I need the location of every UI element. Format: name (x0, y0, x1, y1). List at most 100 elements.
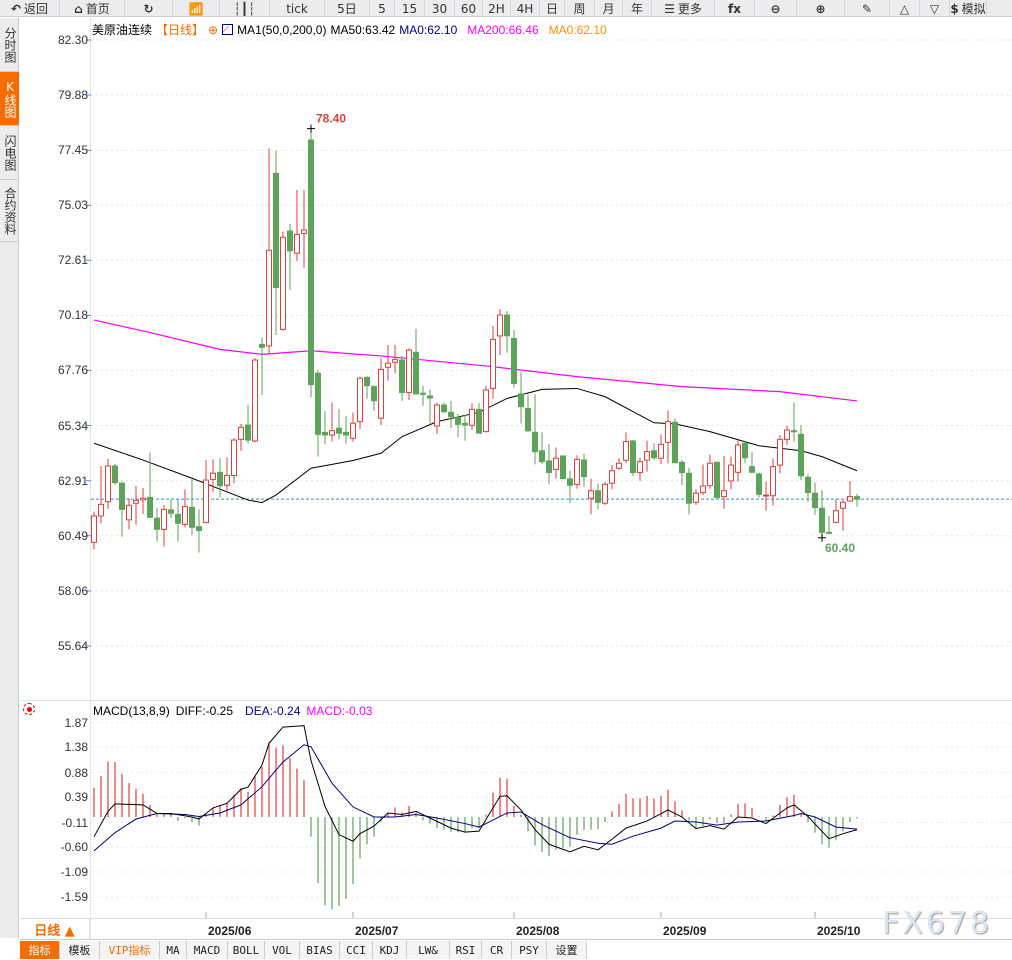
macd-tick-label: 1.87 (64, 715, 88, 730)
toolbar-label: 年 (630, 2, 643, 16)
sidebar-tab-0[interactable]: 分时图 (0, 18, 19, 72)
indicator-tab-rsi[interactable]: RSI (450, 941, 482, 959)
candle-body (287, 230, 293, 252)
toolbar-button-5[interactable]: 5 (370, 0, 395, 17)
toolbar-button-15[interactable]: 15 (395, 0, 425, 17)
candle (189, 479, 195, 535)
toolbar-button-zoom-in[interactable]: ⊕ (797, 0, 845, 17)
toolbar-label: 返回 (24, 2, 49, 16)
toolbar-button-30[interactable]: 30 (425, 0, 455, 17)
macd-tick-label: -0.11 (61, 815, 88, 830)
macd-legend: MACD(13,8,9) DIFF:-0.25 DEA:-0.24 MACD:-… (93, 704, 372, 718)
toolbar-button-月[interactable]: 月 (595, 0, 623, 17)
toolbar-button-triangle-down[interactable]: ▽ (920, 0, 950, 17)
candle-body (777, 438, 783, 466)
candle-body (700, 485, 706, 494)
candle (714, 461, 720, 499)
toolbar-button-首页[interactable]: ⌂ 首页 (60, 0, 125, 17)
indicator-tab-lw&[interactable]: LW& (407, 941, 450, 959)
candle (259, 337, 265, 396)
candle (427, 389, 433, 424)
candle (693, 489, 699, 506)
candle (371, 385, 377, 411)
candle (301, 190, 307, 268)
date-axis: 日线 ▲ 2025/06 2025/07 2025/08 2025/09 2025/10 (20, 918, 1012, 940)
candle (378, 358, 384, 426)
toolbar-button-refresh[interactable]: ↻ (125, 0, 173, 17)
candle-body (133, 500, 139, 504)
candle (154, 508, 160, 542)
indicator-tab-vol[interactable]: VOL (265, 941, 300, 959)
candle-body (756, 473, 762, 495)
candle (315, 370, 321, 457)
indicator-tabs: 指标 模板 VIP指标 MA MACD BOLL VOL BIAS CCI KDJ LW& RSI CR… (20, 941, 587, 959)
indicator-tab-cr[interactable]: CR (482, 941, 512, 959)
candle-body (364, 377, 370, 387)
candle-body (294, 233, 300, 254)
indicator-tab-vip指标[interactable]: VIP指标 (100, 941, 160, 959)
indicator-tab-kdj[interactable]: KDJ (373, 941, 407, 959)
toolbar-button-4H[interactable]: 4H (511, 0, 540, 17)
candle (455, 413, 461, 438)
toolbar-button-zoom-out[interactable]: ⊖ (755, 0, 797, 17)
toolbar-button-candlestick[interactable]: ┆┃┆ (220, 0, 270, 17)
candle-body (315, 372, 321, 435)
candle-body (126, 504, 132, 521)
y-axis-line (90, 18, 91, 938)
sidebar-tab-3[interactable]: 合约资料 (0, 180, 19, 242)
macd-tick-label: 1.38 (64, 740, 88, 755)
toolbar-button-fx[interactable]: fx (715, 0, 755, 17)
candle (784, 425, 790, 446)
macd-settings-icon[interactable] (23, 703, 35, 715)
date-tick-label: 2025/08 (516, 924, 560, 938)
low-price-label: 60.40 (825, 541, 855, 555)
toolbar-button-bar-chart[interactable]: 📶 (173, 0, 220, 17)
toolbar-button-日[interactable]: 日 (540, 0, 565, 17)
candle-body (189, 506, 195, 528)
toolbar-button-返回[interactable]: ↶ 返回 (0, 0, 60, 17)
sidebar-tab-1[interactable]: K线图 (0, 72, 19, 126)
indicator-tab-模板[interactable]: 模板 (60, 941, 100, 959)
indicator-tab-指标[interactable]: 指标 (20, 941, 60, 959)
candle-body (119, 482, 125, 510)
candle (490, 325, 496, 399)
period-selector[interactable]: 日线 ▲ (20, 919, 90, 940)
dollar-icon: $ (950, 1, 959, 16)
toolbar-button-triangle-up[interactable]: △ (890, 0, 920, 17)
candle (238, 423, 244, 451)
macd-tick-label: 0.39 (64, 790, 88, 805)
candle-body (847, 496, 853, 502)
candle (350, 412, 356, 442)
indicator-tab-macd[interactable]: MACD (187, 941, 228, 959)
toolbar-button-60[interactable]: 60 (455, 0, 483, 17)
indicator-tab-设置[interactable]: 设置 (547, 941, 587, 959)
toolbar-button-模拟[interactable]: $ 模拟 (950, 0, 987, 17)
toolbar-button-年[interactable]: 年 (623, 0, 652, 17)
candle (322, 410, 328, 445)
indicator-icon[interactable]: ⟋ (222, 24, 234, 35)
candle (336, 408, 342, 440)
candle (266, 148, 272, 354)
toolbar-button-tick[interactable]: tick (270, 0, 325, 17)
home-icon: ⌂ (74, 1, 83, 16)
candle (686, 467, 692, 515)
candle (217, 458, 223, 498)
indicator-tab-cci[interactable]: CCI (340, 941, 373, 959)
toolbar-button-更多[interactable]: ☰ 更多 (652, 0, 715, 17)
candle (497, 309, 503, 356)
toolbar-button-5日[interactable]: 5日 (325, 0, 370, 17)
toolbar-button-2H[interactable]: 2H (483, 0, 511, 17)
candle-body (182, 506, 188, 525)
crosshair-icon[interactable]: ⊕ (208, 22, 219, 37)
indicator-tab-psy[interactable]: PSY (512, 941, 547, 959)
indicator-tab-ma[interactable]: MA (160, 941, 187, 959)
candle-body (602, 483, 608, 504)
sidebar-tab-2[interactable]: 闪电图 (0, 126, 19, 180)
indicator-tab-bias[interactable]: BIAS (300, 941, 340, 959)
toolbar-button-pen[interactable]: ✎ (845, 0, 890, 17)
indicator-tab-boll[interactable]: BOLL (228, 941, 265, 959)
toolbar-button-周[interactable]: 周 (565, 0, 595, 17)
candle (826, 515, 832, 535)
candle (798, 425, 804, 481)
